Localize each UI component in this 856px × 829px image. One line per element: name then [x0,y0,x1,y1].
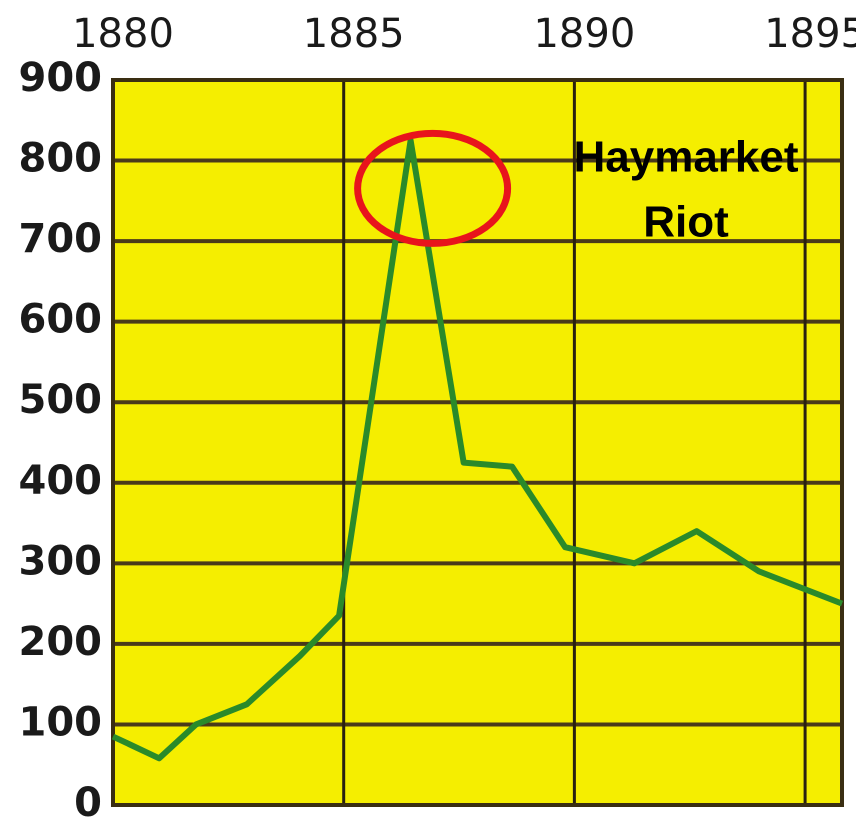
data-line [111,137,844,762]
annotation-text: Haymarket [573,133,798,182]
x-tick-label: 1890 [533,11,635,57]
y-tick-label: 500 [19,377,103,423]
x-tick-label: 1895 [764,11,856,57]
plot-background [113,80,842,805]
y-tick-label: 100 [19,699,103,745]
y-tick-label: 400 [19,458,103,504]
y-tick-label: 0 [74,780,102,826]
y-tick-label: 800 [19,136,103,182]
y-tick-label: 300 [19,538,103,584]
y-tick-label: 700 [19,216,103,262]
x-tick-label: 1885 [303,11,405,57]
y-tick-label: 600 [19,297,103,343]
y-tick-label: 900 [19,55,103,101]
y-tick-label: 200 [19,619,103,665]
x-tick-label: 1880 [72,11,174,57]
plot-border [111,78,844,807]
annotation-circle [354,129,512,247]
annotation-text: Riot [643,198,729,247]
